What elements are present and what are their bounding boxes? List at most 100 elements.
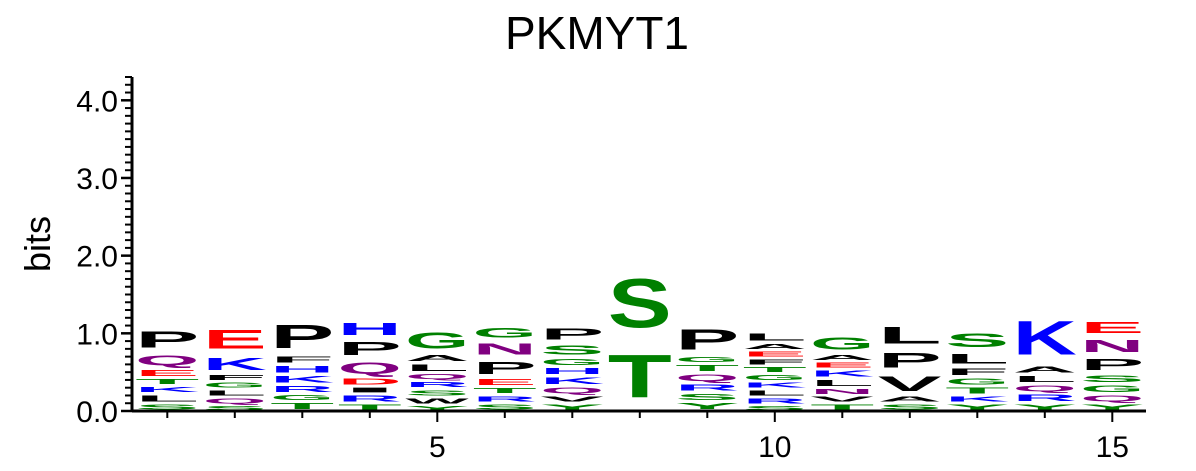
logo-letter: Y (1013, 403, 1077, 411)
y-tick-label: 2.0 (76, 241, 118, 274)
logo-letter: A (1013, 365, 1077, 374)
logo-letter: S (1080, 374, 1144, 384)
logo-letter: P (878, 349, 942, 372)
logo-letter: Y (540, 403, 604, 411)
logo-letter: Y (405, 405, 469, 411)
logo-letter: T (608, 343, 672, 411)
logo-letter: P (1080, 356, 1144, 374)
logo-letter: S (473, 403, 537, 411)
logo-letter: V (540, 396, 604, 404)
logo-letter: S (608, 264, 672, 342)
logo-letter: E (473, 378, 537, 387)
logo-letter: L (945, 351, 1009, 367)
x-tick-label: 5 (429, 431, 446, 464)
logo-letter: P (473, 358, 537, 377)
logo-letter: V (810, 396, 874, 404)
logo-letter: F (270, 355, 334, 364)
chart-title: PKMYT1 (505, 7, 689, 59)
logo-letter: S (203, 405, 267, 411)
logo-letter: N (1080, 336, 1144, 356)
logo-letter: P (338, 339, 402, 359)
logo-letter: Q (135, 353, 199, 369)
logo-letter: Y (945, 403, 1009, 411)
logo-letter: K (810, 369, 874, 378)
logo-letter: S (135, 403, 199, 411)
logo-letter: G (540, 357, 604, 366)
logo-letter: K (270, 375, 334, 385)
logo-letter: H (270, 364, 334, 374)
y-tick-label: 1.0 (76, 318, 118, 351)
logo-letter: T (675, 364, 739, 373)
logo-letter: A (810, 354, 874, 362)
logo-letter: Q (675, 373, 739, 383)
logo-letter: P (270, 318, 334, 355)
logo-letter: S (540, 343, 604, 358)
logo-letter: K (1013, 311, 1077, 365)
logo-letter: L (810, 378, 874, 387)
logo-letter: T (473, 387, 537, 395)
logo-letter: T (338, 403, 402, 411)
logo-letter: W (405, 397, 470, 405)
logo-letter: G (405, 328, 469, 354)
logo-letter: K (743, 382, 807, 390)
logo-letter: E (743, 350, 807, 358)
logo-letter: Q (1080, 394, 1144, 403)
logo-letter: R (338, 394, 402, 403)
logo-letter: R (743, 397, 807, 405)
logo-letter: P (135, 327, 199, 353)
y-tick-label: 3.0 (76, 163, 118, 196)
logo-letter: N (810, 388, 874, 396)
logo-letter: S (405, 389, 469, 398)
logo-letter: R (675, 383, 739, 392)
logo-letter: T (743, 366, 807, 374)
logo-letter: L (743, 331, 807, 343)
logo-letter: G (270, 394, 334, 402)
axes: 0.0 1.0 2.0 3.0 4.0 5 10 15 (76, 76, 1146, 464)
logo-letter: G (945, 377, 1009, 386)
logo-letter: S (945, 329, 1009, 351)
logo-letter: E (1080, 319, 1144, 336)
logo-letter: R (270, 385, 334, 394)
logo-letter: R (405, 381, 469, 389)
logo-letter: G (203, 382, 267, 390)
logo-letter: E (810, 361, 874, 369)
y-tick-label: 0.0 (76, 396, 118, 429)
logo-letter: L (203, 389, 267, 397)
logo-letter: G (743, 374, 807, 382)
logo-letter: L (1013, 374, 1077, 383)
y-axis-label: bits (17, 216, 58, 272)
logo-letter: S (878, 403, 942, 411)
logo-letter: Y (675, 402, 739, 411)
logo-letter: P (675, 324, 739, 356)
logo-letter: D (338, 377, 402, 386)
logo-letter: G (675, 356, 739, 364)
logo-letter: T (810, 403, 874, 411)
logo-letter: N (473, 340, 537, 358)
logo-letter: F (945, 367, 1009, 377)
logo-letter: Q (338, 359, 402, 377)
logo-letter: T (270, 402, 334, 411)
logo-letter: K (203, 354, 267, 374)
logo-letter: G (1080, 384, 1144, 394)
logo-letter: P (540, 326, 604, 343)
logo-letter: K (945, 396, 1009, 404)
x-tick-label: 15 (1096, 431, 1129, 464)
logo-letter: E (135, 368, 199, 377)
logo-letter: Y (1080, 403, 1144, 411)
logo-letter: R (473, 395, 537, 403)
logo-letter: K (135, 385, 199, 393)
logo-letter: F (203, 374, 267, 382)
logo-letter: A (743, 343, 807, 351)
logo-letter: L (135, 394, 199, 403)
logo-letter: T (135, 378, 199, 386)
logo-letter: S (743, 405, 807, 411)
x-tick-label: 10 (758, 431, 791, 464)
logo-letter: L (743, 389, 807, 397)
logo-letter: A (405, 354, 469, 363)
logo-letter: G (810, 334, 874, 354)
logo-letter: V (878, 372, 942, 395)
logo-letter: G (473, 325, 537, 341)
logo-glyphs: SLKTEQPSQLGFKETGRKHFPTRIDQPHYWSRQLAGSRTE… (135, 264, 1144, 411)
logo-letter: L (405, 363, 469, 373)
